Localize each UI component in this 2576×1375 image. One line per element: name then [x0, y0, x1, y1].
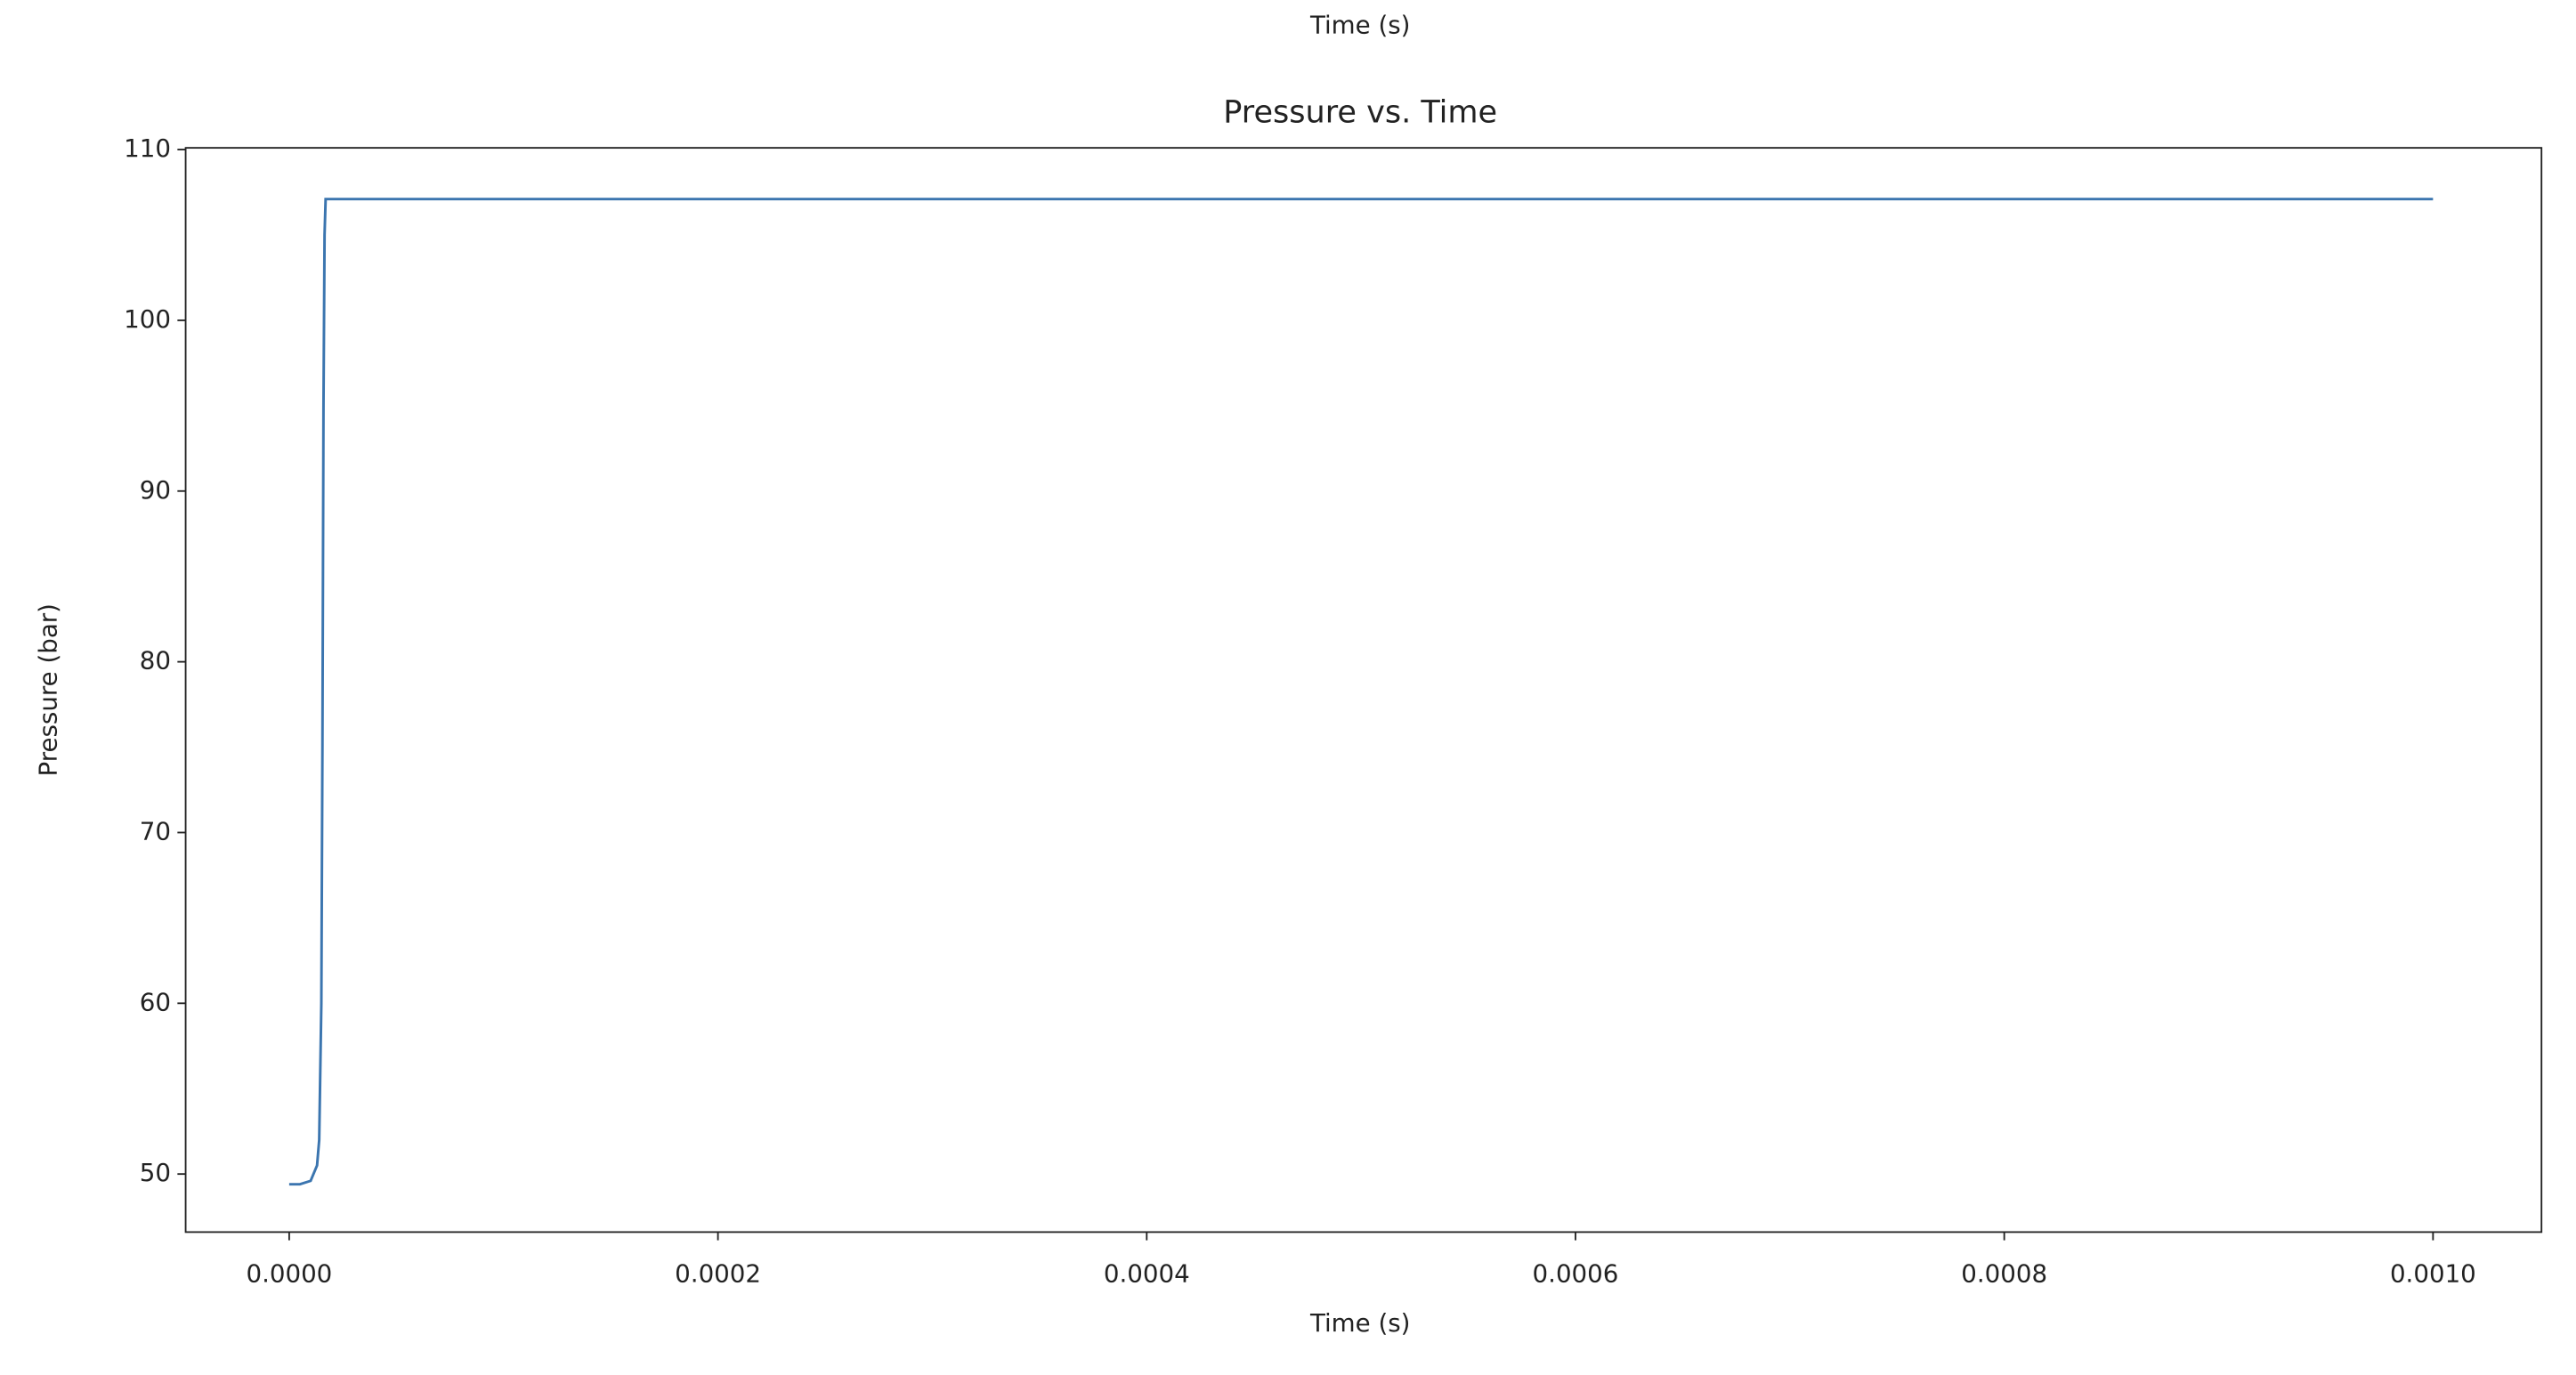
y-tick-label: 70	[140, 816, 171, 845]
y-tick-label: 100	[124, 304, 171, 334]
chart-title: Pressure vs. Time	[1223, 93, 1497, 130]
y-axis-label: Pressure (bar)	[33, 603, 62, 776]
y-tick-label: 110	[124, 133, 171, 163]
x-tick-label: 0.0008	[1961, 1258, 2047, 1288]
x-tick-label: 0.0004	[1104, 1258, 1190, 1288]
x-tick-label: 0.0002	[675, 1258, 761, 1288]
x-tick-label: 0.0006	[1533, 1258, 1619, 1288]
y-tick-label: 90	[140, 475, 171, 505]
y-tick-label: 60	[140, 987, 171, 1016]
clipped-axis-label: Time (s)	[1309, 11, 1411, 40]
y-tick-label: 80	[140, 646, 171, 675]
x-tick-label: 0.0010	[2390, 1258, 2476, 1288]
data-line	[288, 198, 2434, 1186]
x-tick-label: 0.0000	[246, 1258, 332, 1288]
plot-frame	[184, 147, 2543, 1233]
x-axis-label: Time (s)	[1309, 1308, 1411, 1338]
y-tick-label: 50	[140, 1158, 171, 1187]
